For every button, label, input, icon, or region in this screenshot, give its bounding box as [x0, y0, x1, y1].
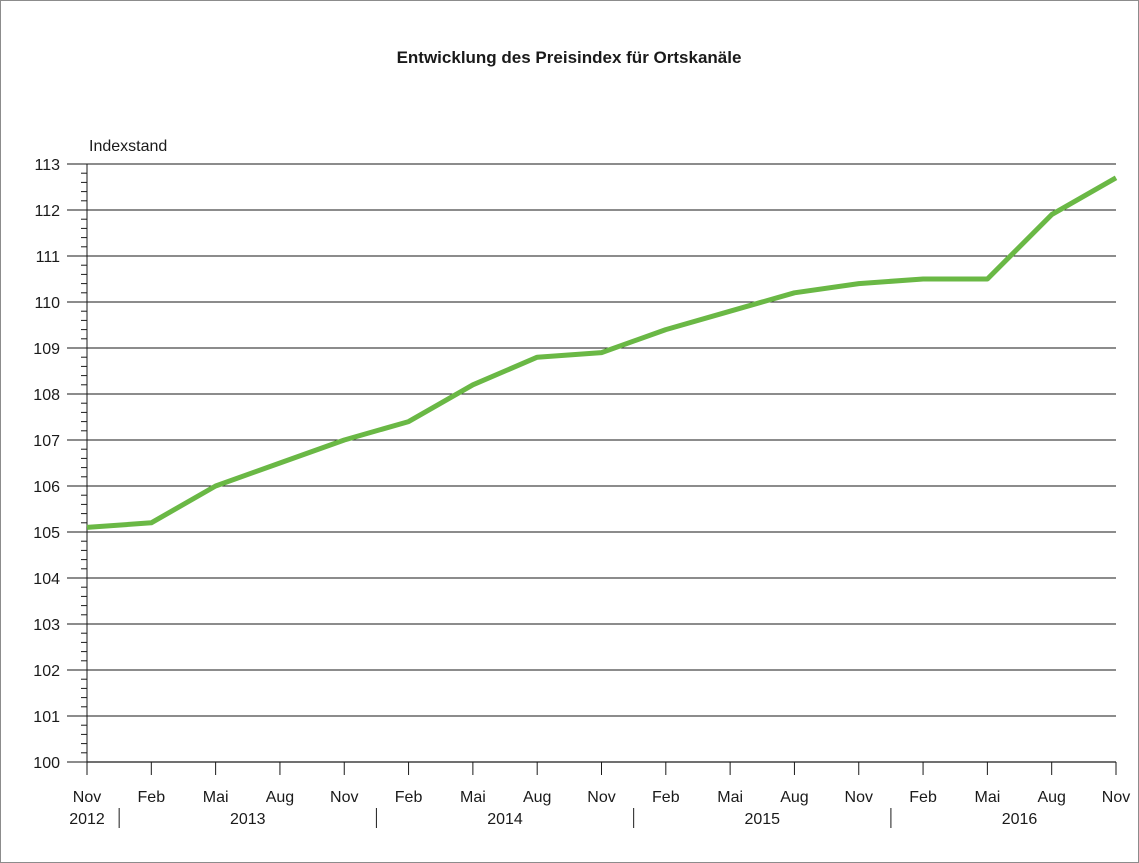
year-label: 2013: [230, 811, 266, 828]
x-tick-label: Aug: [1037, 789, 1065, 806]
gridlines: [86, 163, 1116, 763]
x-tick-label: Feb: [652, 789, 680, 806]
x-tick-label: Nov: [73, 789, 101, 806]
x-tick-label: Mai: [974, 789, 1000, 806]
y-tick-label: 100: [33, 755, 60, 772]
x-tick-label: Feb: [909, 789, 937, 806]
series-line: [86, 175, 1118, 530]
x-tick-label: Aug: [523, 789, 551, 806]
y-tick-label: 107: [33, 433, 60, 450]
y-tick-label: 112: [34, 203, 60, 220]
y-tick-label: 109: [33, 341, 60, 358]
x-tick-label: Mai: [460, 789, 486, 806]
y-tick-label: 108: [33, 387, 60, 404]
x-tick-label: Mai: [717, 789, 743, 806]
x-tick-label: Nov: [330, 789, 358, 806]
chart-title: Entwicklung des Preisindex für Ortskanäl…: [397, 48, 742, 67]
y-tick-label: 103: [33, 617, 60, 634]
x-tick-label: Feb: [138, 789, 166, 806]
series-layer: [86, 175, 1118, 530]
x-year-labels: 2012 2013 2014 2015 2016: [69, 808, 1037, 828]
x-tick-label: Aug: [780, 789, 808, 806]
y-tick-labels: 100 101 102 103 104 105 106 107 108 109 110 111 112 1…: [33, 157, 60, 772]
y-tick-label: 105: [33, 525, 60, 542]
x-tick-label: Nov: [1102, 789, 1130, 806]
y-tick-label: 113: [34, 157, 60, 174]
y-tick-label: 101: [33, 709, 60, 726]
x-month-labels: Nov Feb Mai Aug Nov Feb Mai Aug Nov Feb Mai Aug Nov F…: [73, 789, 1130, 806]
year-label: 2012: [69, 811, 105, 828]
y-axis-label: Indexstand: [89, 138, 167, 155]
year-label: 2014: [487, 811, 523, 828]
year-label: 2015: [744, 811, 780, 828]
x-tick-label: Mai: [203, 789, 229, 806]
x-tick-label: Feb: [395, 789, 423, 806]
x-tick-label: Nov: [587, 789, 615, 806]
year-label: 2016: [1002, 811, 1038, 828]
y-tick-label: 104: [33, 571, 60, 588]
minor-ticks: [67, 163, 87, 763]
x-tick-label: Aug: [266, 789, 294, 806]
y-tick-label: 110: [34, 295, 60, 312]
x-tick-marks: [86, 762, 1117, 775]
y-tick-label: 111: [36, 249, 60, 266]
y-tick-label: 102: [33, 663, 60, 680]
y-tick-label: 106: [33, 479, 60, 496]
x-tick-label: Nov: [845, 789, 873, 806]
